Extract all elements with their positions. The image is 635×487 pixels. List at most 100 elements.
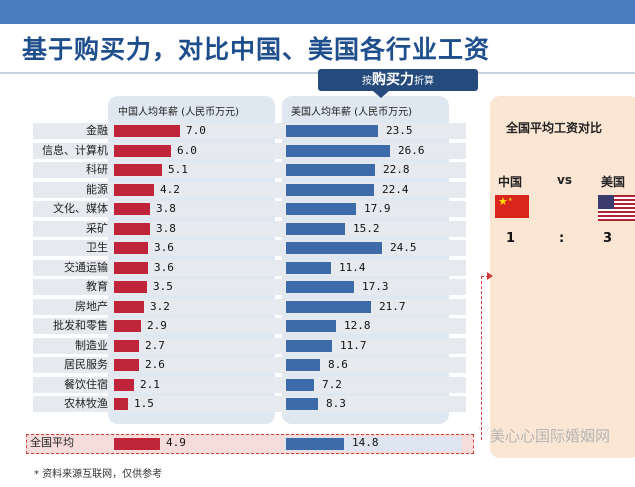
china-value-label: 4.2 xyxy=(160,183,180,196)
category-label: 餐饮住宿 xyxy=(64,378,108,391)
china-bar xyxy=(114,125,180,137)
usa-value-label: 23.5 xyxy=(386,124,413,137)
category-label: 卫生 xyxy=(86,241,108,254)
usa-value-label: 21.7 xyxy=(379,300,406,313)
china-label: 中国 xyxy=(498,175,523,189)
title-rule xyxy=(0,72,635,74)
category-label: 房地产 xyxy=(75,300,108,313)
source-footnote: * 资料来源互联网，仅供参考 xyxy=(34,469,163,480)
row-band xyxy=(33,357,466,373)
china-value-label: 3.8 xyxy=(156,202,176,215)
badge-main: 购买力 xyxy=(372,72,414,88)
china-value-label: 3.8 xyxy=(156,222,176,235)
usa-bar xyxy=(286,301,371,313)
watermark-heart-icon: ♡ xyxy=(478,424,490,439)
page-title: 基于购买力，对比中国、美国各行业工资 xyxy=(22,35,491,64)
usa-bar xyxy=(286,145,390,157)
category-label: 农林牧渔 xyxy=(64,397,108,410)
category-label: 能源 xyxy=(86,183,108,196)
china-value-label: 2.7 xyxy=(145,339,165,352)
row-band xyxy=(33,396,466,412)
china-bar xyxy=(114,320,141,332)
comparison-title: 全国平均工资对比 xyxy=(506,121,603,135)
china-bar xyxy=(114,184,154,196)
china-bar xyxy=(114,379,134,391)
category-label: 信息、计算机 xyxy=(42,144,108,157)
china-bar xyxy=(114,398,128,410)
category-label: 居民服务 xyxy=(64,358,108,371)
header-bar xyxy=(0,0,635,24)
usa-value-label: 15.2 xyxy=(353,222,380,235)
china-flag-icon: ★ ★ xyxy=(495,195,529,218)
connector-line xyxy=(481,276,482,440)
usa-bar xyxy=(286,340,332,352)
usa-bar xyxy=(286,125,378,137)
china-bar xyxy=(114,203,150,215)
china-bar xyxy=(114,340,139,352)
usa-ratio-value: 3 xyxy=(603,231,613,246)
usa-bar xyxy=(286,320,336,332)
comparison-panel xyxy=(490,96,635,458)
usa-value-label: 17.3 xyxy=(362,280,389,293)
usa-bar xyxy=(286,223,345,235)
usa-bar xyxy=(286,184,374,196)
usa-bar xyxy=(286,281,354,293)
china-bar xyxy=(114,301,144,313)
usa-value-label: 12.8 xyxy=(344,319,371,332)
category-label: 金融 xyxy=(86,124,108,137)
usa-value-label: 8.6 xyxy=(328,358,348,371)
china-bar xyxy=(114,164,162,176)
china-bar xyxy=(114,223,150,235)
badge-pre: 按 xyxy=(362,76,372,87)
china-bar xyxy=(114,359,139,371)
category-label: 科研 xyxy=(86,163,108,176)
category-label: 批发和零售 xyxy=(53,319,108,332)
usa-bar xyxy=(286,164,375,176)
usa-bar xyxy=(286,359,320,371)
china-value-label: 3.5 xyxy=(153,280,173,293)
usa-value-label: 8.3 xyxy=(326,397,346,410)
purchasing-power-badge: 按购买力折算 xyxy=(318,69,478,98)
connector-arrow-icon xyxy=(487,272,493,280)
usa-value-label: 11.4 xyxy=(339,261,366,274)
usa-value-label: 11.7 xyxy=(340,339,367,352)
avg-usa-value: 14.8 xyxy=(352,436,379,449)
china-value-label: 1.5 xyxy=(134,397,154,410)
row-band xyxy=(33,338,466,354)
china-bar xyxy=(114,262,148,274)
usa-bar xyxy=(286,242,382,254)
watermark-text: 美心心国际婚姻网 xyxy=(490,427,611,445)
ratio-separator: : xyxy=(559,231,565,246)
usa-value-label: 22.8 xyxy=(383,163,410,176)
china-value-label: 2.6 xyxy=(145,358,165,371)
usa-value-label: 26.6 xyxy=(398,144,425,157)
china-value-label: 2.9 xyxy=(147,319,167,332)
usa-value-label: 7.2 xyxy=(322,378,342,391)
category-label: 文化、媒体 xyxy=(53,202,108,215)
avg-label: 全国平均 xyxy=(30,436,74,449)
china-ratio-value: 1 xyxy=(506,231,516,246)
connector-line-horizontal xyxy=(481,276,489,277)
row-band xyxy=(33,318,466,334)
avg-china-value: 4.9 xyxy=(166,436,186,449)
china-value-label: 3.2 xyxy=(150,300,170,313)
usa-flag-icon xyxy=(598,195,635,221)
vs-label: vs xyxy=(557,173,572,187)
category-label: 制造业 xyxy=(75,339,108,352)
usa-value-label: 17.9 xyxy=(364,202,391,215)
china-value-label: 7.0 xyxy=(186,124,206,137)
china-value-label: 6.0 xyxy=(177,144,197,157)
category-label: 教育 xyxy=(86,280,108,293)
usa-label: 美国 xyxy=(601,175,626,189)
usa-bar xyxy=(286,398,318,410)
china-column-header: 中国人均年薪 (人民币万元) xyxy=(118,107,239,118)
category-label: 交通运输 xyxy=(64,261,108,274)
row-band xyxy=(33,377,466,393)
usa-bar xyxy=(286,262,331,274)
china-bar xyxy=(114,281,147,293)
category-label: 采矿 xyxy=(86,222,108,235)
usa-bar xyxy=(286,379,314,391)
avg-usa-bar xyxy=(286,438,344,450)
usa-bar xyxy=(286,203,356,215)
china-value-label: 5.1 xyxy=(168,163,188,176)
